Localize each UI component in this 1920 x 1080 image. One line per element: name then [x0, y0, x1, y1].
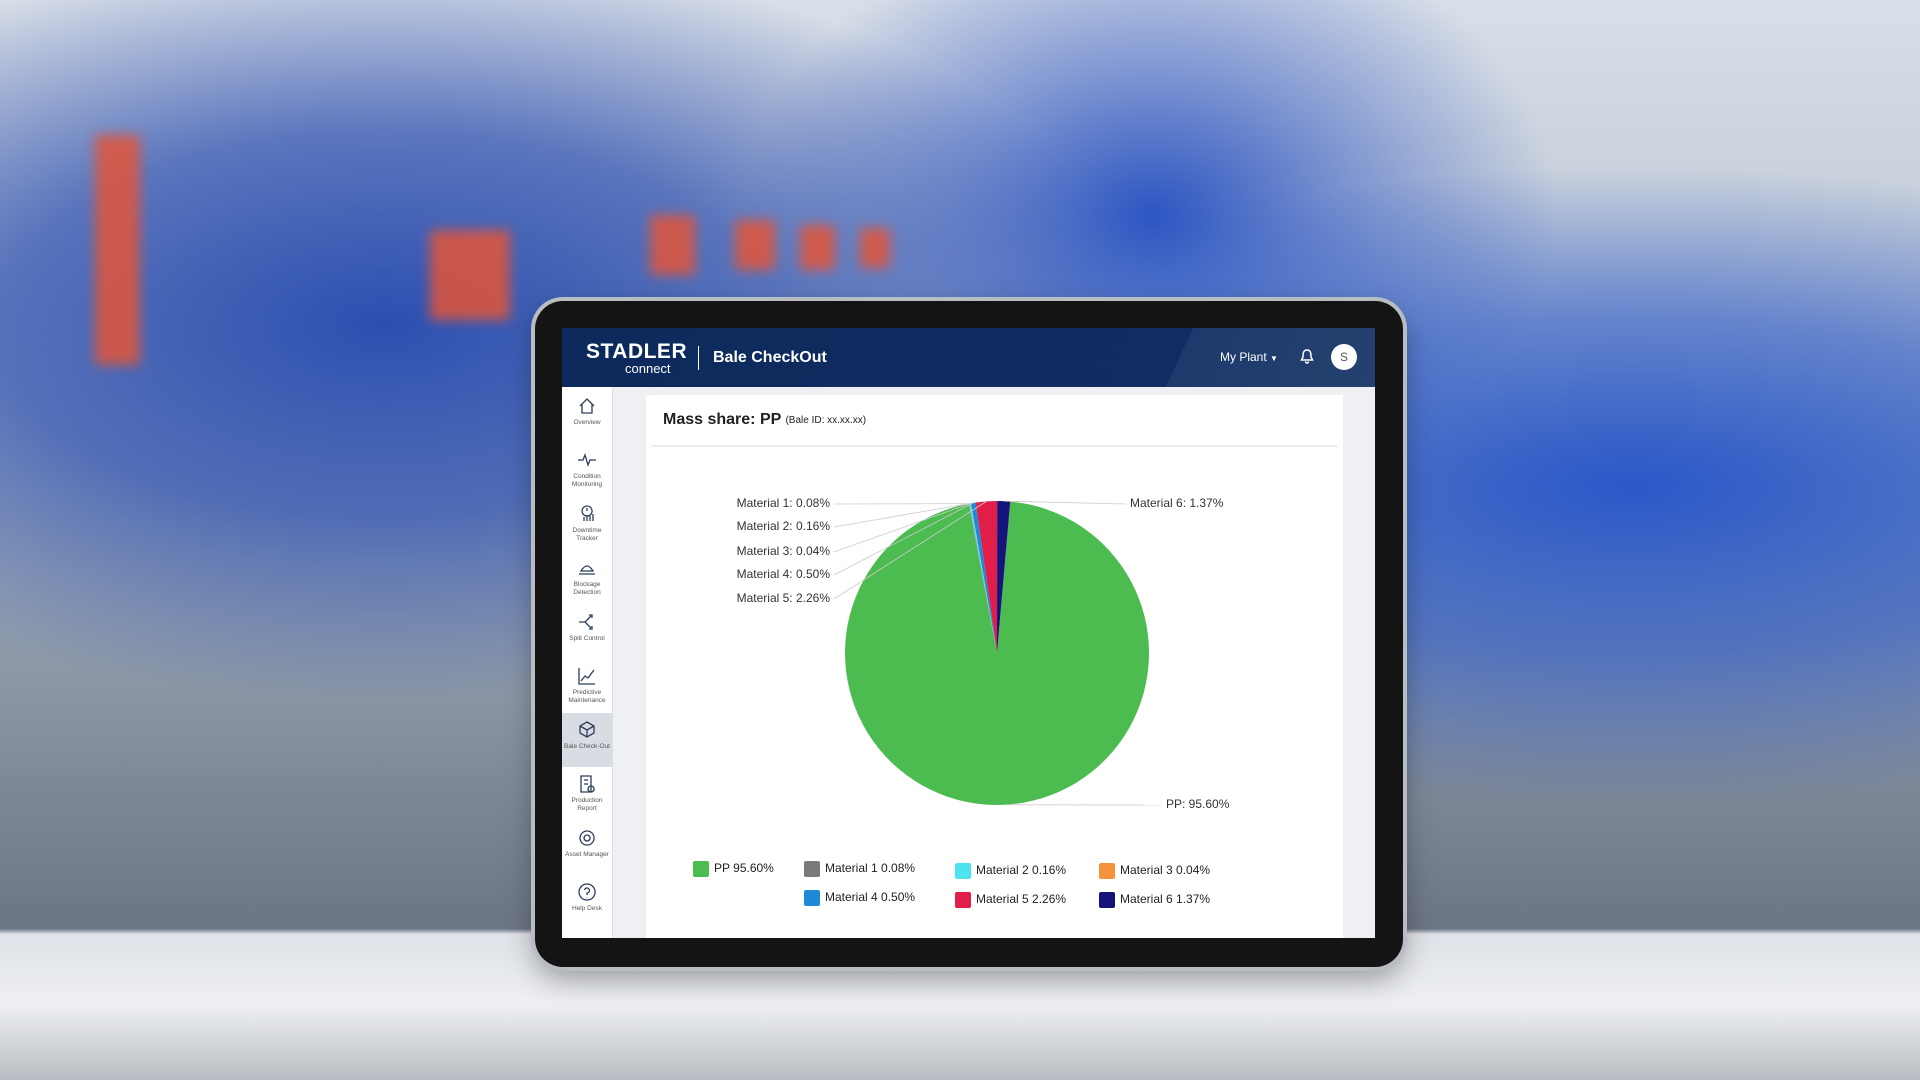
- legend-value: 2.26%: [1032, 892, 1066, 906]
- legend-swatch: [693, 861, 709, 877]
- nav-item[interactable]: Blockage Detection: [562, 551, 612, 605]
- nav-item[interactable]: Overview: [562, 389, 612, 443]
- plant-selector[interactable]: My Plant ▼: [1220, 350, 1278, 364]
- pie-slice: [968, 503, 997, 653]
- legend-value: 0.04%: [1176, 863, 1210, 877]
- data-label: Material 1: 0.08%: [737, 496, 831, 510]
- nav-icon: [579, 614, 593, 630]
- legend-value: 0.50%: [881, 890, 915, 904]
- tablet: STADLER connect Bale CheckOut My Plant ▼…: [535, 301, 1403, 967]
- pie-slice: [975, 501, 998, 653]
- divider: [698, 346, 699, 370]
- nav-icon: [578, 883, 596, 901]
- legend-swatch: [804, 861, 820, 877]
- nav-item[interactable]: Split Control: [562, 605, 612, 659]
- header: STADLER connect Bale CheckOut My Plant ▼…: [562, 328, 1375, 387]
- pie-slice: [970, 503, 997, 653]
- chart: Mass share: PP (Bale ID: xx.xx.xx) PP: 9…: [651, 411, 1338, 908]
- legend-swatch: [1099, 863, 1115, 879]
- data-label: Material 3: 0.04%: [737, 544, 831, 558]
- nav-icon: [581, 505, 594, 521]
- nav-item[interactable]: Asset Manager: [562, 821, 612, 875]
- legend-name: Material 2: [976, 863, 1029, 877]
- nav-icon: [579, 398, 595, 414]
- legend-name: Material 4: [825, 890, 878, 904]
- bell-icon[interactable]: [1300, 348, 1314, 364]
- legend-name: Material 5: [976, 892, 1029, 906]
- legend-name: PP: [714, 861, 730, 875]
- nav-label[interactable]: Blockage Detection: [573, 581, 601, 596]
- legend-entry: Material 1 0.08%: [825, 861, 915, 875]
- data-label: Material 6: 1.37%: [1130, 496, 1224, 510]
- nav-item[interactable]: Downtime Tracker: [562, 497, 612, 551]
- nav-icon: [580, 775, 595, 793]
- nav-label[interactable]: Condition Monitoring: [571, 473, 603, 488]
- app-title: Bale CheckOut: [713, 349, 827, 366]
- nav-label[interactable]: Asset Manager: [565, 851, 609, 858]
- legend-entry: Material 5 2.26%: [976, 892, 1066, 906]
- leader-line: [833, 502, 971, 553]
- nav-label[interactable]: Predictive Maintenance: [568, 689, 606, 704]
- legend-name: Material 1: [825, 861, 878, 875]
- nav-label[interactable]: Downtime Tracker: [572, 527, 602, 542]
- material: PP: [760, 411, 782, 428]
- legend-name: Material 6: [1120, 892, 1173, 906]
- legend-entry: Material 4 0.50%: [825, 890, 915, 904]
- nav-label[interactable]: Split Control: [569, 635, 605, 642]
- nav-item[interactable]: Production Report: [562, 767, 612, 821]
- nav-icon: [579, 721, 595, 738]
- brand-sub: connect: [625, 361, 671, 376]
- leader-line: [833, 502, 974, 576]
- pie-slice: [997, 501, 1011, 653]
- legend-entry: Material 2 0.16%: [976, 863, 1066, 877]
- leader-line: [1003, 500, 1127, 505]
- subtitle: (Bale ID: xx.xx.xx): [785, 415, 866, 426]
- nav-label[interactable]: Help Desk: [572, 905, 602, 912]
- legend-entry: Material 6 1.37%: [1120, 892, 1210, 906]
- leader-line: [833, 501, 987, 600]
- nav-icon: [578, 453, 596, 467]
- nav-icon: [579, 830, 595, 846]
- legend-entry: Material 3 0.04%: [1120, 863, 1210, 877]
- legend-value: 0.16%: [1032, 863, 1066, 877]
- data-label: Material 2: 0.16%: [737, 519, 831, 533]
- legend-swatch: [804, 890, 820, 906]
- legend-value: 95.60%: [733, 861, 774, 875]
- leader-line: [833, 503, 970, 528]
- legend-swatch: [1099, 892, 1115, 908]
- nav-icon: [579, 565, 595, 575]
- nav-label[interactable]: Production Report: [571, 797, 603, 812]
- data-label: Material 4: 0.50%: [737, 567, 831, 581]
- legend-value: 1.37%: [1176, 892, 1210, 906]
- pie-slice: [970, 502, 997, 653]
- nav-item[interactable]: Bale Check-Out: [562, 713, 612, 767]
- nav-label[interactable]: Bale Check-Out: [564, 743, 610, 750]
- legend-entry: PP 95.60%: [714, 861, 774, 875]
- nav-item[interactable]: Predictive Maintenance: [562, 659, 612, 713]
- brand: STADLER: [586, 340, 688, 363]
- chart-title: Mass share: PP (Bale ID: xx.xx.xx): [663, 411, 866, 428]
- sidebar: Overview Condition Monitoring Downtime Tra…: [562, 387, 613, 938]
- avatar[interactable]: S: [1331, 344, 1357, 370]
- data-label: Material 5: 2.26%: [737, 591, 831, 605]
- screen: STADLER connect Bale CheckOut My Plant ▼…: [562, 328, 1375, 938]
- pie-slice: [969, 503, 997, 653]
- legend-swatch: [955, 892, 971, 908]
- title: Mass share:: [663, 411, 756, 428]
- nav-label[interactable]: Overview: [573, 419, 601, 426]
- legend-name: Material 3: [1120, 863, 1173, 877]
- nav-item[interactable]: Condition Monitoring: [562, 443, 612, 497]
- legend-value: 0.08%: [881, 861, 915, 875]
- nav-icon: [578, 668, 595, 685]
- nav-item[interactable]: Help Desk: [562, 875, 612, 929]
- legend-swatch: [955, 863, 971, 879]
- pie-slice: [845, 501, 1149, 805]
- chart-card: Mass share: PP (Bale ID: xx.xx.xx) PP: 9…: [646, 395, 1343, 938]
- plant-name[interactable]: My Plant: [1220, 350, 1267, 364]
- data-label: PP: 95.60%: [1166, 797, 1230, 811]
